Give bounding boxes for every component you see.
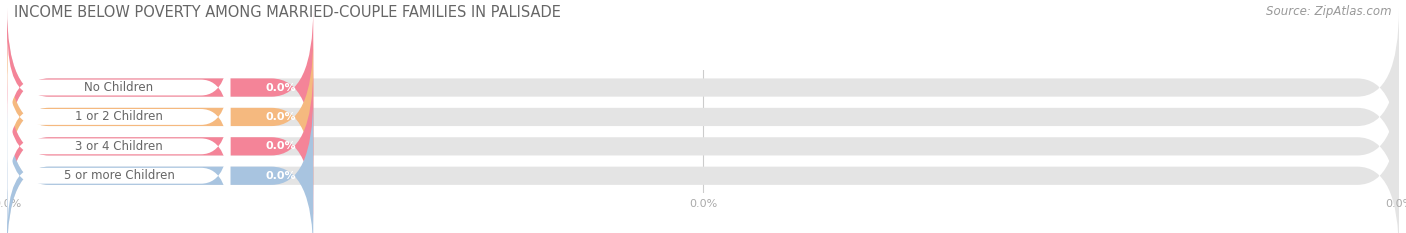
FancyBboxPatch shape [7, 8, 314, 167]
FancyBboxPatch shape [7, 67, 1399, 226]
FancyBboxPatch shape [7, 8, 1399, 167]
FancyBboxPatch shape [7, 63, 231, 171]
Text: 0.0%: 0.0% [266, 171, 297, 181]
FancyBboxPatch shape [7, 97, 1399, 233]
Text: 0.0%: 0.0% [266, 112, 297, 122]
Text: 3 or 4 Children: 3 or 4 Children [75, 140, 163, 153]
Text: 0.0%: 0.0% [266, 82, 297, 93]
FancyBboxPatch shape [7, 38, 1399, 196]
FancyBboxPatch shape [7, 97, 314, 233]
FancyBboxPatch shape [7, 38, 314, 196]
FancyBboxPatch shape [7, 67, 314, 226]
FancyBboxPatch shape [7, 93, 231, 200]
Text: No Children: No Children [84, 81, 153, 94]
FancyBboxPatch shape [7, 34, 231, 141]
FancyBboxPatch shape [7, 122, 231, 230]
Text: 0.0%: 0.0% [266, 141, 297, 151]
Text: 1 or 2 Children: 1 or 2 Children [75, 110, 163, 123]
Text: Source: ZipAtlas.com: Source: ZipAtlas.com [1267, 5, 1392, 18]
Text: 5 or more Children: 5 or more Children [63, 169, 174, 182]
Text: INCOME BELOW POVERTY AMONG MARRIED-COUPLE FAMILIES IN PALISADE: INCOME BELOW POVERTY AMONG MARRIED-COUPL… [14, 5, 561, 20]
